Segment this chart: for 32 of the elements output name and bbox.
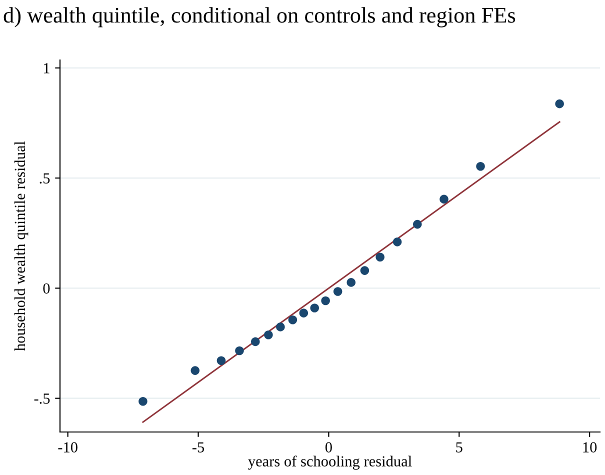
point xyxy=(476,162,485,171)
x-tick-label: 0 xyxy=(325,442,332,452)
y-tick-label: 0 xyxy=(43,283,50,294)
point xyxy=(440,194,448,204)
point xyxy=(276,322,285,332)
point xyxy=(333,287,342,296)
y-tick-label: 1 xyxy=(44,63,50,74)
point xyxy=(346,278,356,287)
x-tick-label: -5 xyxy=(192,442,204,452)
x-tick-label: -10 xyxy=(58,442,78,452)
point xyxy=(360,266,370,275)
point xyxy=(251,337,260,346)
point xyxy=(321,296,330,306)
point xyxy=(413,220,422,229)
y-axis-title: household wealth quintile residual xyxy=(14,141,28,351)
chart-title: d) wealth quintile, conditional on controls and region FEs xyxy=(4,7,516,28)
point xyxy=(235,346,244,356)
point xyxy=(138,396,148,406)
point xyxy=(216,356,226,366)
point xyxy=(392,238,402,246)
point xyxy=(264,330,273,340)
y-tick-label: .5 xyxy=(40,173,50,184)
point xyxy=(310,304,319,312)
point xyxy=(376,252,384,262)
x-tick-label: 5 xyxy=(456,442,462,452)
point xyxy=(555,99,564,108)
x-tick-label: 10 xyxy=(583,442,597,452)
point xyxy=(190,366,200,375)
point xyxy=(299,308,308,318)
y-tick-label: -.5 xyxy=(34,394,50,404)
x-axis-title: years of schooling residual xyxy=(248,456,412,470)
point xyxy=(288,316,298,324)
